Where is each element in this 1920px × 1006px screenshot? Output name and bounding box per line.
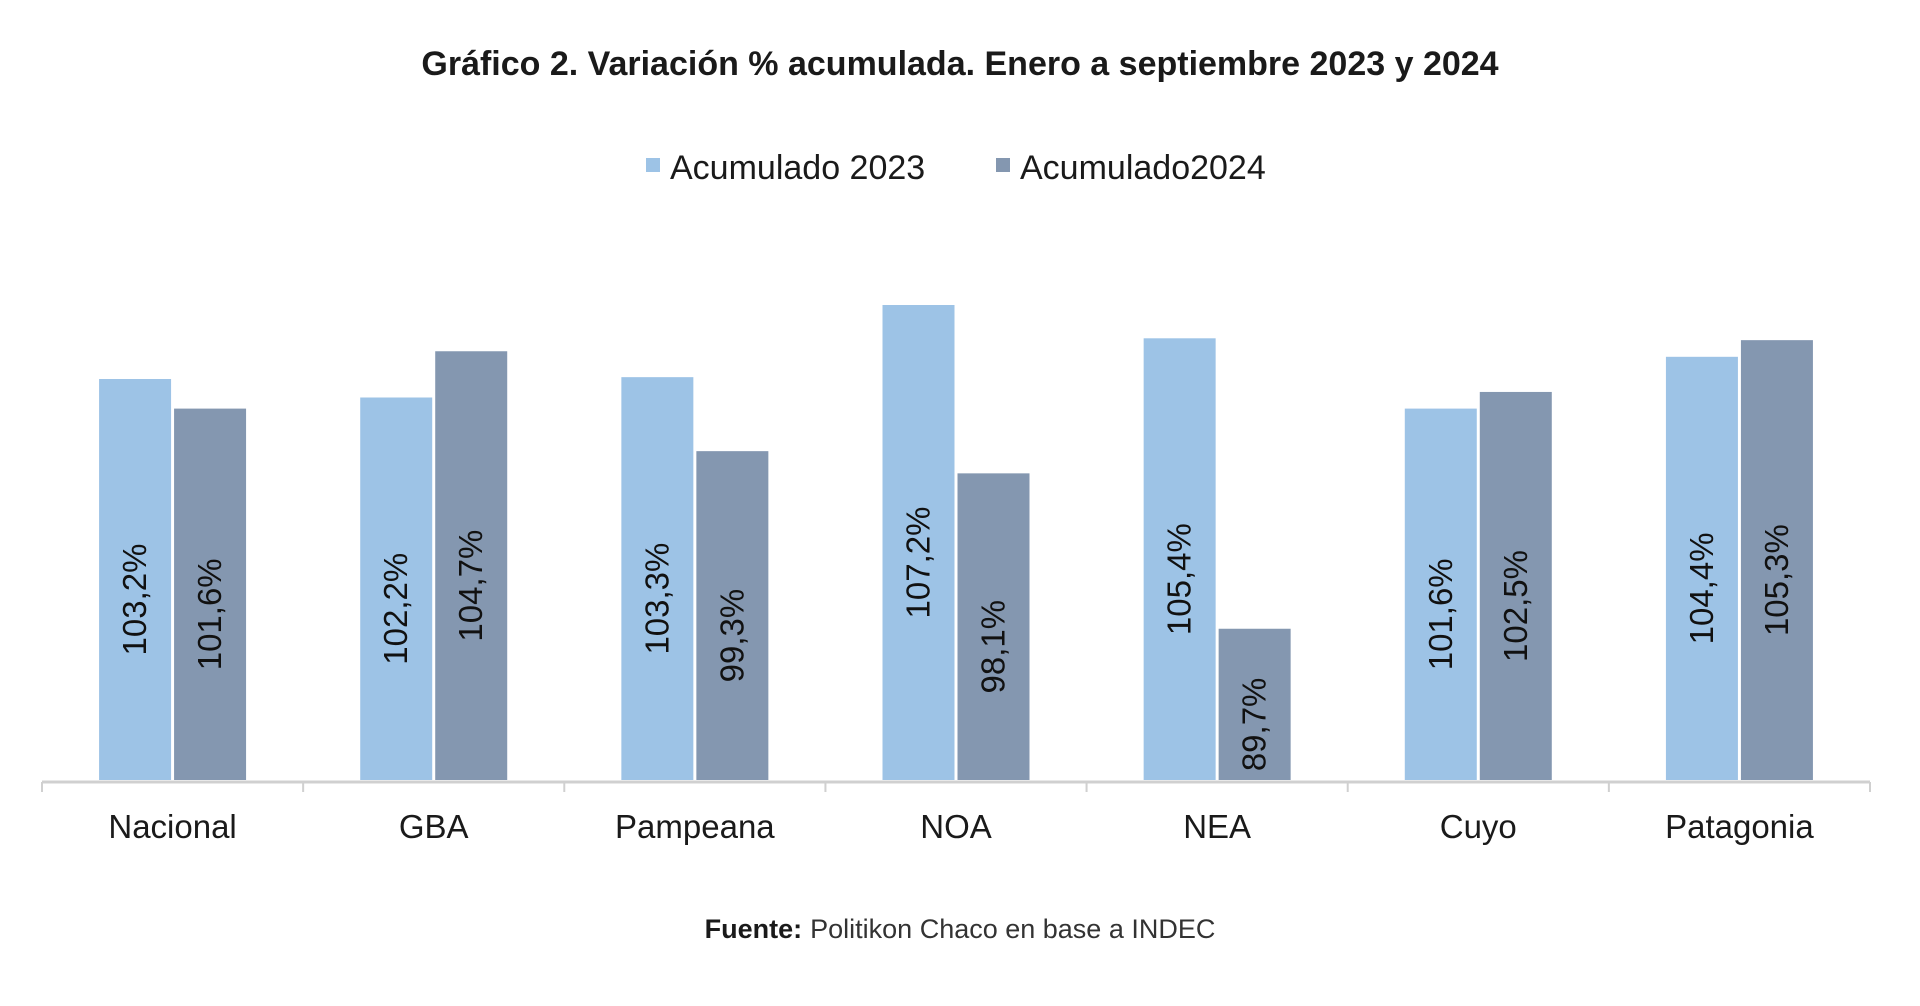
x-tick-label: Patagonia [1665, 808, 1814, 845]
bar-noa-2 [957, 473, 1030, 780]
data-label: 104,7% [452, 530, 489, 642]
x-axis-labels: Nacional GBA Pampeana NOA NEA Cuyo Patagonia [108, 808, 1814, 845]
x-tick-label: Nacional [108, 808, 236, 845]
data-label: 102,5% [1497, 550, 1534, 662]
bar-pampeana-2 [696, 451, 769, 780]
x-axis-ticks [41, 782, 1871, 792]
bar-pampeana-1 [621, 377, 694, 780]
bar-nea-1 [1143, 338, 1216, 780]
data-label: 89,7% [1236, 678, 1273, 772]
bar-cuyo-1 [1404, 408, 1477, 780]
legend-swatch-1 [646, 158, 660, 172]
x-tick-label: GBA [399, 808, 469, 845]
bar-group [99, 305, 1813, 780]
data-label: 101,6% [191, 558, 228, 670]
data-label: 103,2% [116, 544, 153, 656]
data-label: 102,2% [377, 553, 414, 665]
x-tick-label: Pampeana [615, 808, 775, 845]
data-label: 103,3% [638, 543, 675, 655]
data-label: 98,1% [975, 600, 1012, 694]
source-note: Fuente: Politikon Chaco en base a INDEC [705, 914, 1216, 944]
bar-gba-2 [435, 351, 508, 780]
data-label: 105,4% [1161, 523, 1198, 635]
bar-cuyo-2 [1479, 391, 1552, 780]
x-tick-label: NEA [1183, 808, 1251, 845]
data-label: 107,2% [900, 507, 937, 619]
x-tick-label: Cuyo [1440, 808, 1517, 845]
legend-label-1: Acumulado 2023 [670, 149, 925, 187]
data-label: 104,4% [1683, 532, 1720, 644]
x-tick-label: NOA [920, 808, 992, 845]
bar-nea-2 [1218, 628, 1291, 780]
source-text: Politikon Chaco en base a INDEC [810, 914, 1215, 944]
data-label: 101,6% [1422, 558, 1459, 670]
data-label: 99,3% [713, 589, 750, 683]
source-label: Fuente: [705, 914, 803, 944]
chart-title: Gráfico 2. Variación % acumulada. Enero … [421, 45, 1498, 83]
bar-label-group: 103,2% 101,6% 102,2% 104,7% 103,3% 99,3% 107,2… [116, 507, 1795, 772]
bar-gba-1 [360, 397, 433, 780]
bar-patagonia-1 [1665, 356, 1738, 780]
bar-noa-1 [882, 305, 955, 780]
legend-label-2: Acumulado2024 [1020, 149, 1266, 187]
legend-swatch-2 [996, 158, 1010, 172]
chart-legend: Acumulado 2023 Acumulado2024 [646, 149, 1266, 187]
bar-nacional-1 [99, 379, 172, 780]
bar-nacional-2 [174, 408, 247, 780]
data-label: 105,3% [1758, 524, 1795, 636]
bar-patagonia-2 [1740, 340, 1813, 780]
